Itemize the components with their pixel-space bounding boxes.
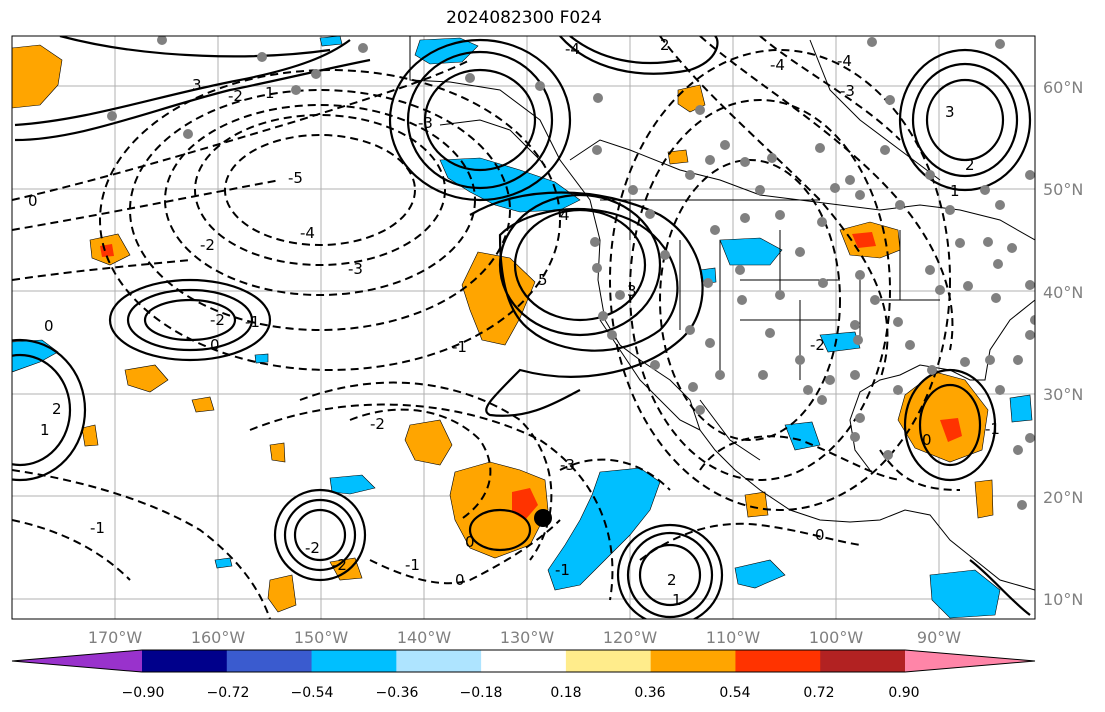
contour-label: 0 bbox=[28, 192, 38, 210]
lat-label: 10°N bbox=[1043, 590, 1083, 609]
contour-label: -1 bbox=[452, 338, 467, 356]
lon-label: 120°W bbox=[603, 628, 658, 647]
contour-label: 3 bbox=[945, 103, 955, 121]
contour-label: -2 bbox=[228, 87, 243, 105]
contour-label: -1 bbox=[985, 420, 1000, 438]
contour-label: -3 bbox=[560, 456, 575, 474]
contour-label: -3 bbox=[418, 114, 433, 132]
contour-label: -4 bbox=[837, 52, 852, 70]
lon-label: 110°W bbox=[706, 628, 761, 647]
contour-label: 0 bbox=[922, 431, 932, 449]
contour-label: 2 bbox=[965, 156, 975, 174]
latitude-labels: 60°N 50°N 40°N 30°N 20°N 10°N bbox=[1043, 78, 1083, 609]
colorbar-segment bbox=[650, 650, 736, 672]
contour-label: 3 bbox=[627, 282, 637, 300]
contour-label: 4 bbox=[560, 206, 570, 224]
colorbar-segment bbox=[735, 650, 821, 672]
contour-label: -4 bbox=[770, 56, 785, 74]
colorbar-segment bbox=[396, 650, 482, 672]
contour-label: 0 bbox=[465, 533, 475, 551]
contour-label: 2 bbox=[660, 36, 670, 54]
contour-label: 1 bbox=[40, 421, 50, 439]
contour-label: -3 bbox=[840, 82, 855, 100]
contour-label: -1 bbox=[245, 313, 260, 331]
station-dots bbox=[107, 36, 1035, 510]
lon-label: 130°W bbox=[500, 628, 555, 647]
contour-label: 1 bbox=[950, 182, 960, 200]
colorbar-tick-label: 0.72 bbox=[803, 685, 834, 701]
colorbar-segment bbox=[311, 650, 397, 672]
contour-label: 5 bbox=[538, 271, 548, 289]
colorbar-tick-label: −0.18 bbox=[460, 685, 503, 701]
colorbar-tick-label: −0.36 bbox=[376, 685, 419, 701]
contour-label: 0 bbox=[455, 571, 465, 589]
contour-label: -1 bbox=[555, 561, 570, 579]
contour-label: -2 bbox=[200, 236, 215, 254]
contour-label: -5 bbox=[288, 169, 303, 187]
solid-contours bbox=[12, 36, 1032, 619]
contour-label: 3 bbox=[192, 76, 202, 94]
lat-label: 60°N bbox=[1043, 78, 1083, 97]
colorbar-segment bbox=[905, 650, 1035, 672]
contour-label: 0 bbox=[210, 336, 220, 354]
colorbar-tick-label: 0.54 bbox=[719, 685, 750, 701]
colorbar-segment bbox=[481, 650, 567, 672]
colorbar-tick-label: 0.18 bbox=[550, 685, 581, 701]
contour-labels: 0 -2 -3 -4 -5 -2 -1 0 -1 -2 -3 -4 5 4 3 … bbox=[28, 36, 1000, 609]
colorbar-segment bbox=[565, 650, 652, 672]
lat-label: 30°N bbox=[1043, 385, 1083, 404]
contour-label: -2 bbox=[210, 311, 225, 329]
lat-label: 40°N bbox=[1043, 283, 1083, 302]
contour-label: -2 bbox=[810, 336, 825, 354]
contour-label: -3 bbox=[348, 260, 363, 278]
contour-label: -1 bbox=[405, 556, 420, 574]
colorbar-segment bbox=[12, 650, 142, 672]
lon-label: 170°W bbox=[88, 628, 143, 647]
lat-label: 50°N bbox=[1043, 180, 1083, 199]
contour-label: -1 bbox=[90, 519, 105, 537]
contour-label: -2 bbox=[332, 556, 347, 574]
contour-label: 0 bbox=[815, 526, 825, 544]
colorbar-tick-label: 0.36 bbox=[634, 685, 665, 701]
dashed-contours bbox=[12, 36, 961, 619]
longitude-labels: 170°W 160°W 150°W 140°W 130°W 120°W 110°… bbox=[88, 628, 961, 647]
colorbar-tick-label: −0.54 bbox=[291, 685, 334, 701]
lon-label: 140°W bbox=[397, 628, 452, 647]
contour-label: -2 bbox=[305, 539, 320, 557]
colorbar-tick-label: 0.90 bbox=[888, 685, 919, 701]
negative-anomaly-fill bbox=[12, 36, 1033, 619]
lon-label: 90°W bbox=[917, 628, 961, 647]
map-frame bbox=[11, 35, 1036, 620]
lon-label: 150°W bbox=[294, 628, 349, 647]
lat-label: 20°N bbox=[1043, 488, 1083, 507]
gridlines bbox=[12, 36, 1035, 619]
contour-label: -2 bbox=[370, 415, 385, 433]
lon-label: 160°W bbox=[191, 628, 246, 647]
contour-label: 2 bbox=[667, 571, 677, 589]
contour-label: 2 bbox=[52, 400, 62, 418]
strong-positive-anomaly-fill bbox=[100, 232, 962, 520]
contour-label: -4 bbox=[565, 40, 580, 58]
colorbar bbox=[11, 649, 1036, 673]
contour-label: 1 bbox=[672, 591, 682, 609]
colorbar-segment bbox=[142, 650, 228, 672]
map-title: 2024082300 F024 bbox=[446, 8, 602, 28]
colorbar-segment bbox=[226, 650, 313, 672]
colorbar-outline bbox=[11, 649, 1036, 673]
lon-label: 100°W bbox=[809, 628, 864, 647]
colorbar-tick-label: −0.90 bbox=[122, 685, 165, 701]
colorbar-tick-label: −0.72 bbox=[207, 685, 250, 701]
colorbar-labels: −0.90 −0.72 −0.54 −0.36 −0.18 0.18 0.36 … bbox=[122, 685, 920, 701]
contour-label: -4 bbox=[300, 224, 315, 242]
contour-label: 1 bbox=[265, 84, 275, 102]
cyclone-center-marker bbox=[534, 509, 552, 527]
colorbar-segment bbox=[820, 650, 906, 672]
contour-label: 0 bbox=[44, 317, 54, 335]
